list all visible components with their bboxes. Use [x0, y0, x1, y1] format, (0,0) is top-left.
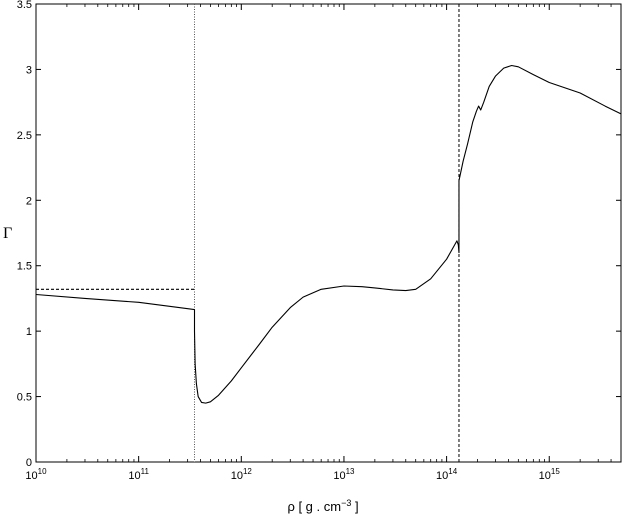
y-tick-label: 2.5: [17, 130, 32, 142]
x-axis-label: ρ [ g . cm−3 ]: [287, 498, 358, 514]
y-tick-label: 0: [26, 457, 32, 469]
y-tick-label: 1.5: [17, 261, 32, 273]
y-tick-label: 2: [26, 195, 32, 207]
y-tick-label: 0.5: [17, 392, 32, 404]
x-tick-label: 1015: [539, 467, 561, 482]
x-axis-label-exponent: −3: [341, 498, 351, 508]
x-axis-label-main: ρ [ g . cm: [287, 499, 341, 514]
x-tick-label: 1013: [333, 467, 355, 482]
x-axis-label-suffix: ]: [351, 499, 358, 514]
y-axis-label: Γ: [3, 225, 12, 242]
x-tick-label: 1012: [231, 467, 253, 482]
plot-frame: [35, 3, 622, 463]
plot-area: 0 0.5 1 1.5 2 2.5 3 3.5 1010 1011 1012 1013 1014 1015: [17, 0, 622, 482]
x-tick-label: 1011: [128, 467, 149, 482]
x-tick-label: 1010: [25, 467, 47, 482]
y-tick-label: 3: [26, 64, 32, 76]
gamma-curve: [35, 64, 622, 404]
x-tick-label: 1014: [436, 467, 458, 482]
y-tick-label: 1: [26, 326, 32, 338]
y-tick-label: 3.5: [17, 0, 32, 11]
